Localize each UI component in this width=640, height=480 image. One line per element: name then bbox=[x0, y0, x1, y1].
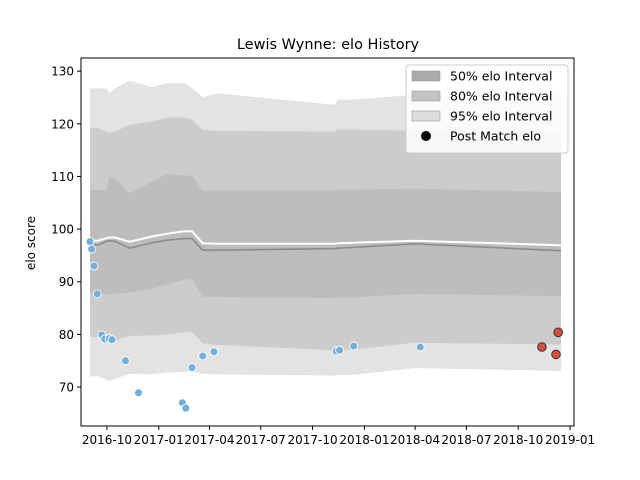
legend-label: 50% elo Interval bbox=[450, 69, 552, 84]
post-match-elo-point bbox=[335, 345, 345, 355]
y-tick-label: 130 bbox=[51, 65, 74, 79]
x-tick-label: 2016-10 bbox=[82, 433, 132, 447]
post-match-elo-point bbox=[107, 335, 117, 345]
legend-marker bbox=[421, 131, 431, 141]
plot-frame bbox=[80, 57, 575, 427]
x-tick-label: 2017-07 bbox=[236, 433, 286, 447]
y-tick-label: 70 bbox=[59, 381, 74, 395]
post-match-elo-point bbox=[134, 388, 143, 398]
x-tick-label: 2018-07 bbox=[441, 433, 491, 447]
post-match-elo-point bbox=[553, 327, 564, 338]
post-match-elo-point bbox=[89, 261, 99, 271]
post-match-elo-point bbox=[121, 356, 130, 366]
y-axis-label: elo score bbox=[24, 216, 38, 270]
post-match-elo-point bbox=[551, 349, 561, 360]
post-match-elo-point bbox=[349, 341, 359, 351]
legend-label: 95% elo Interval bbox=[450, 109, 552, 124]
post-match-elo-point bbox=[181, 403, 191, 413]
legend: 50% elo Interval 80% elo Interval 95% elo … bbox=[405, 64, 569, 154]
legend-label: Post Match elo bbox=[450, 129, 541, 144]
band-50-interval bbox=[90, 173, 561, 299]
legend-swatch bbox=[411, 90, 441, 102]
post-match-elo-point bbox=[92, 289, 102, 299]
legend-swatch bbox=[411, 110, 441, 122]
post-match-elo-point bbox=[198, 351, 208, 361]
post-match-elo-point bbox=[87, 244, 97, 254]
legend-label: 80% elo Interval bbox=[450, 89, 552, 104]
chart-title: Lewis Wynne: elo History bbox=[237, 37, 420, 53]
median-elo-line bbox=[90, 237, 562, 252]
x-tick-label: 2018-04 bbox=[390, 433, 440, 447]
y-tick-label: 90 bbox=[59, 275, 74, 289]
x-tick-label: 2017-01 bbox=[134, 433, 184, 447]
post-match-elo-point bbox=[209, 347, 219, 357]
x-tick-label: 2017-10 bbox=[287, 433, 337, 447]
x-tick-label: 2018-01 bbox=[339, 433, 389, 447]
x-tick-label: 2018-10 bbox=[493, 433, 543, 447]
mean-elo-line bbox=[90, 230, 562, 247]
legend-box bbox=[405, 64, 569, 154]
post-match-elo-point bbox=[85, 237, 95, 247]
y-tick-label: 120 bbox=[51, 117, 74, 131]
post-match-elo-point bbox=[415, 342, 425, 352]
post-match-elo-point bbox=[537, 342, 547, 352]
y-tick-label: 80 bbox=[59, 328, 74, 342]
legend-swatch bbox=[411, 70, 441, 82]
post-match-elo-point bbox=[187, 363, 197, 373]
plot-area bbox=[85, 80, 564, 413]
x-tick-label: 2017-04 bbox=[184, 433, 234, 447]
y-tick-label: 100 bbox=[51, 223, 74, 237]
y-tick-label: 110 bbox=[51, 170, 74, 184]
x-tick-label: 2019-01 bbox=[545, 433, 595, 447]
